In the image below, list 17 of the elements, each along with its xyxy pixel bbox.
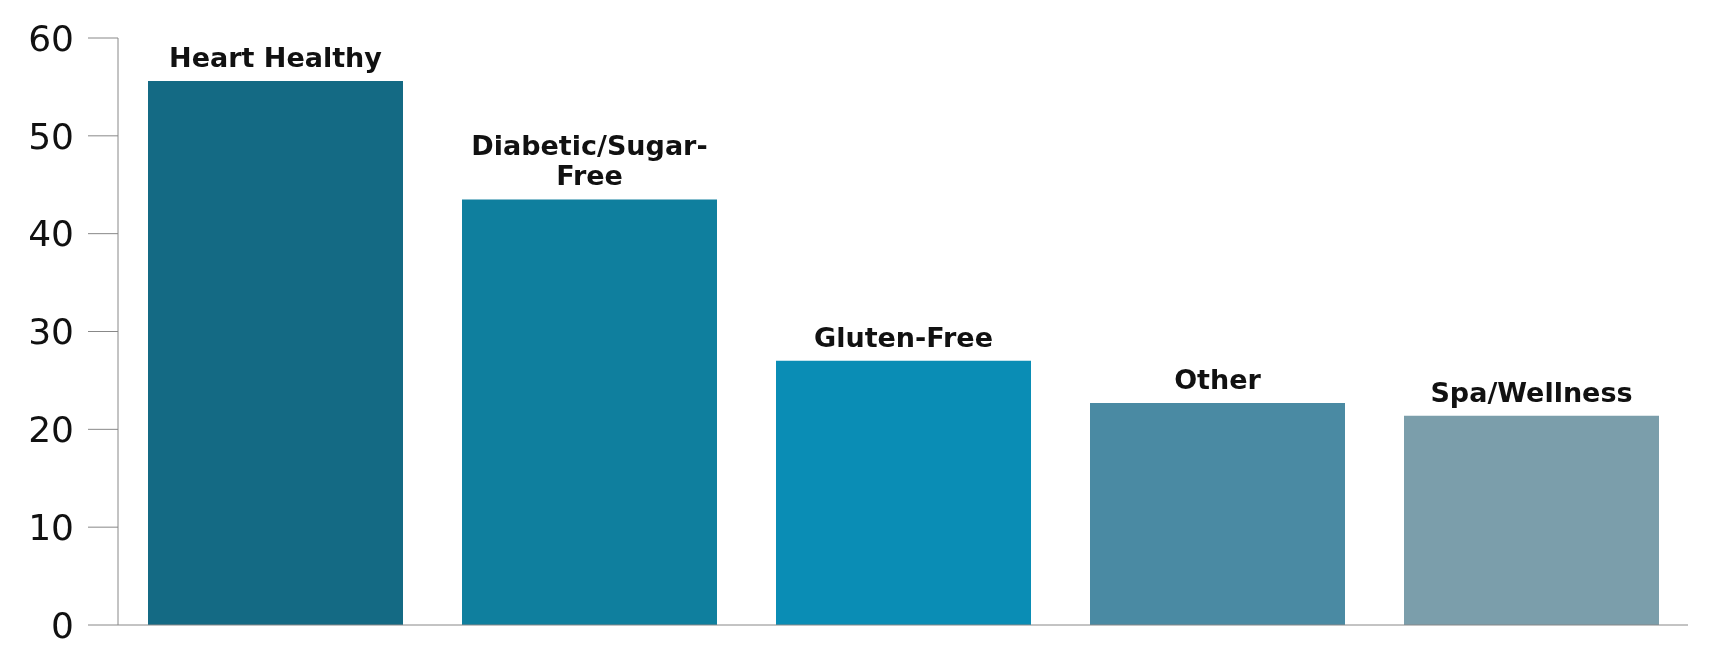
- bar: [776, 360, 1031, 625]
- y-tick-label: 50: [28, 115, 74, 157]
- bar: [462, 199, 717, 625]
- x-tick-label: Heart Healthy: [169, 42, 383, 74]
- y-tick-label: 60: [28, 17, 74, 59]
- y-tick-label: 30: [28, 311, 74, 353]
- bar: [1090, 402, 1345, 625]
- y-tick-label: 20: [28, 409, 74, 451]
- bar: [1404, 415, 1659, 625]
- x-tick-label: Gluten-Free: [814, 321, 993, 353]
- y-tick-label: 10: [28, 506, 74, 548]
- y-tick-label: 40: [28, 213, 74, 255]
- x-tick-label: Diabetic/Sugar-Free: [471, 130, 708, 192]
- x-tick-label: Spa/Wellness: [1430, 376, 1633, 408]
- bar: [148, 81, 403, 625]
- x-tick-label: Other: [1174, 363, 1262, 395]
- y-tick-label: 0: [51, 604, 74, 646]
